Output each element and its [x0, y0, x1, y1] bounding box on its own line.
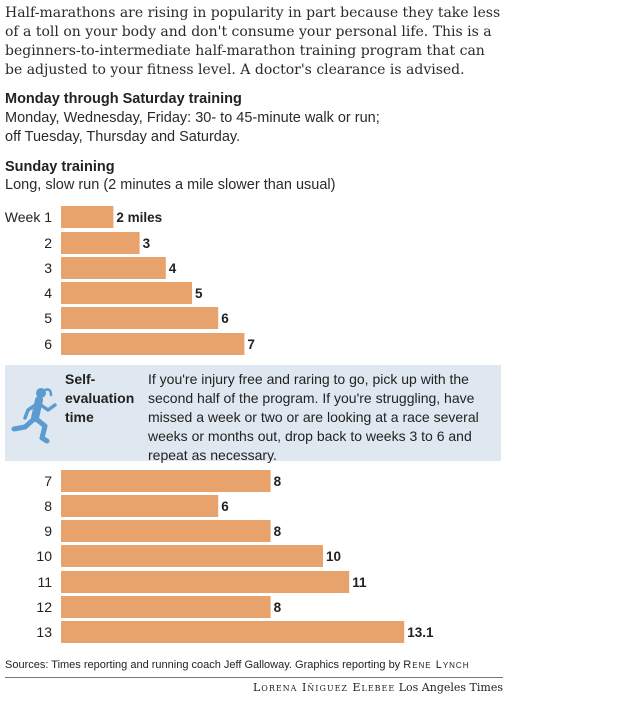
bar-week-8 [61, 495, 219, 517]
week-label-5: 5 [44, 310, 52, 326]
sources-line: Sources: Times reporting and running coa… [5, 659, 605, 671]
value-label-7: 8 [274, 474, 282, 489]
value-label-13: 13.1 [407, 625, 434, 640]
bar-week-3 [61, 257, 166, 279]
weekday-line-2: off Tuesday, Thursday and Saturday. [5, 129, 241, 145]
week-label-4: 4 [44, 285, 52, 301]
value-label-3: 4 [169, 261, 177, 276]
value-label-8: 6 [221, 499, 229, 514]
bar-week-7 [61, 470, 271, 492]
bar-week-1 [61, 206, 114, 228]
self-evaluation-panel [5, 365, 501, 461]
reporter-name: Rene Lynch [403, 659, 470, 671]
value-label-4: 5 [195, 286, 203, 301]
sources-text: Sources: Times reporting and running coa… [5, 659, 401, 671]
artist-name: Lorena Iñiguez Elebee [252, 681, 396, 694]
week-label-10: 10 [36, 548, 52, 564]
bar-week-6 [61, 333, 245, 355]
intro-paragraph: Half-marathons are rising in popularity … [5, 5, 501, 78]
value-label-2: 3 [143, 236, 151, 251]
weekday-line-1: Monday, Wednesday, Friday: 30- to 45-min… [5, 110, 380, 126]
bar-week-2 [61, 232, 140, 254]
value-label-12: 8 [274, 600, 282, 615]
sunday-heading: Sunday training [5, 159, 115, 175]
week-label-8: 8 [44, 498, 52, 514]
value-label-6: 7 [247, 337, 255, 352]
bar-week-13 [61, 621, 405, 643]
value-label-11: 11 [352, 575, 367, 590]
week-label-2: 2 [44, 235, 52, 251]
self-evaluation-title: Self-evaluation time [65, 371, 135, 425]
week-label-6: 6 [44, 336, 52, 352]
weekday-heading: Monday through Saturday training [5, 91, 242, 107]
value-label-5: 6 [221, 311, 229, 326]
bar-week-9 [61, 520, 271, 542]
runner-icon [11, 388, 57, 444]
week-label-11: 11 [37, 574, 52, 590]
sunday-subheading: Long, slow run (2 minutes a mile slower … [5, 177, 336, 193]
self-evaluation-text: If you're injury free and raring to go, … [148, 371, 479, 463]
bar-week-10 [61, 545, 323, 567]
week-label-12: 12 [36, 599, 52, 615]
bar-week-11 [61, 571, 350, 593]
week-label-13: 13 [36, 624, 52, 640]
week-label-1: Week 1 [5, 209, 52, 225]
bar-week-12 [61, 596, 271, 618]
credit-line: Lorena Iñiguez Elebee Los Angeles Times [253, 681, 503, 694]
value-label-9: 8 [274, 524, 282, 539]
week-label-3: 3 [44, 260, 52, 276]
value-label-1: 2 miles [116, 210, 162, 225]
value-label-10: 10 [326, 549, 341, 564]
footer-divider [5, 677, 503, 678]
bar-week-5 [61, 307, 219, 329]
bar-week-4 [61, 282, 192, 304]
week-label-9: 9 [44, 523, 52, 539]
publication-name: Los Angeles Times [398, 681, 503, 694]
week-label-7: 7 [44, 473, 52, 489]
